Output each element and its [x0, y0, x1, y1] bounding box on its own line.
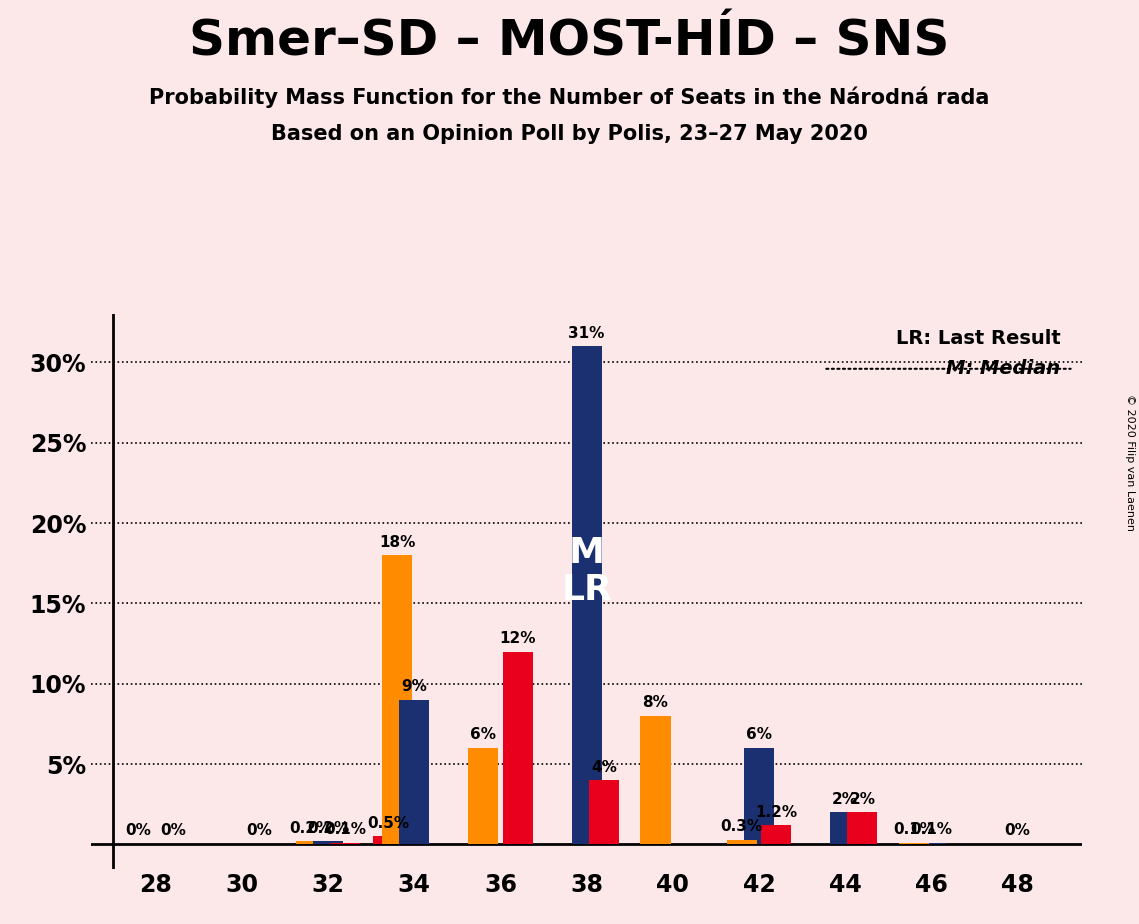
Bar: [330, 843, 360, 845]
Text: 0.5%: 0.5%: [368, 816, 409, 831]
Bar: [572, 346, 601, 845]
Text: 2%: 2%: [833, 792, 858, 807]
Text: 6%: 6%: [746, 727, 772, 742]
Text: M: Median: M: Median: [947, 359, 1060, 378]
Bar: [727, 840, 756, 845]
Bar: [296, 841, 326, 845]
Bar: [899, 843, 929, 845]
Text: 4%: 4%: [591, 760, 616, 774]
Bar: [502, 651, 533, 845]
Bar: [830, 812, 860, 845]
Text: M
LR: M LR: [562, 536, 612, 607]
Bar: [589, 780, 618, 845]
Bar: [468, 748, 498, 845]
Bar: [399, 699, 429, 845]
Text: 0.1%: 0.1%: [910, 822, 952, 837]
Text: 0%: 0%: [246, 823, 272, 838]
Text: 8%: 8%: [642, 695, 669, 711]
Text: 0%: 0%: [125, 823, 151, 838]
Text: Probability Mass Function for the Number of Seats in the Národná rada: Probability Mass Function for the Number…: [149, 86, 990, 108]
Text: Smer–SD – MOST-HÍD – SNS: Smer–SD – MOST-HÍD – SNS: [189, 18, 950, 66]
Bar: [640, 716, 671, 845]
Text: 0.2%: 0.2%: [289, 821, 331, 835]
Text: 0%: 0%: [161, 823, 186, 838]
Text: 0.3%: 0.3%: [721, 819, 763, 834]
Bar: [744, 748, 775, 845]
Text: 2%: 2%: [850, 792, 876, 807]
Text: 12%: 12%: [499, 631, 536, 646]
Bar: [847, 812, 877, 845]
Text: © 2020 Filip van Laenen: © 2020 Filip van Laenen: [1125, 394, 1134, 530]
Bar: [313, 841, 343, 845]
Text: 0%: 0%: [1005, 823, 1031, 838]
Text: LR: Last Result: LR: Last Result: [895, 329, 1060, 347]
Bar: [374, 836, 403, 845]
Text: 9%: 9%: [401, 679, 427, 694]
Bar: [382, 555, 412, 845]
Text: Based on an Opinion Poll by Polis, 23–27 May 2020: Based on an Opinion Poll by Polis, 23–27…: [271, 124, 868, 144]
Text: 0.1%: 0.1%: [325, 822, 367, 837]
Text: 1.2%: 1.2%: [755, 805, 797, 820]
Text: 31%: 31%: [568, 325, 605, 341]
Bar: [916, 843, 947, 845]
Text: 6%: 6%: [470, 727, 497, 742]
Text: 18%: 18%: [379, 535, 416, 550]
Text: 0.1%: 0.1%: [893, 822, 935, 837]
Bar: [761, 825, 792, 845]
Text: 0.2%: 0.2%: [306, 821, 350, 835]
